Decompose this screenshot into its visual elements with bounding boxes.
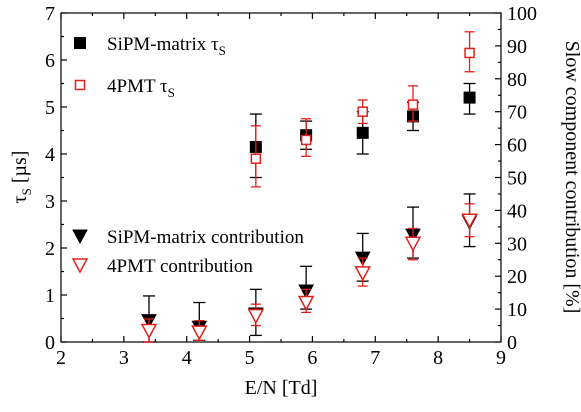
y-right-axis-title: Slow component contribution [%]: [561, 41, 581, 314]
data-point: [356, 126, 369, 139]
y-right-tick-label: 70: [507, 102, 527, 124]
y-left-tick-label: 4: [45, 144, 55, 166]
y-right-tick-label: 80: [507, 69, 527, 91]
legend-marker: [74, 37, 86, 49]
y-left-tick-label: 0: [45, 332, 55, 354]
y-right-tick-label: 90: [507, 36, 527, 58]
y-left-tick-label: 6: [45, 50, 55, 72]
y-left-axis-title: τS [µs]: [9, 151, 34, 204]
x-tick-label: 6: [307, 347, 317, 369]
data-point: [404, 236, 422, 252]
legend-label: 4PMT τS: [107, 76, 175, 100]
y-right-tick-label: 20: [507, 266, 527, 288]
y-right-tick-label: 100: [507, 3, 537, 25]
y-right-tick-label: 10: [507, 299, 527, 321]
data-point: [140, 323, 158, 340]
series-1: [250, 31, 475, 188]
y-right-tick-label: 50: [507, 168, 527, 190]
legend-item: 4PMT contribution: [71, 256, 253, 277]
x-tick-label: 2: [56, 347, 66, 369]
x-axis-title: E/N [Td]: [245, 377, 318, 399]
legend: SiPM-matrix τS 4PMT τS SiPM-matrix contrib…: [71, 34, 304, 277]
data-point: [461, 213, 478, 229]
data-point: [250, 153, 262, 164]
data-point: [300, 134, 312, 146]
legend-label: SiPM-matrix contribution: [107, 227, 304, 248]
y-left-axis-title-unit: [µs]: [9, 151, 31, 189]
x-tick-label: 8: [433, 347, 443, 369]
legend-marker: [71, 258, 89, 274]
x-tick-label: 3: [119, 347, 129, 369]
series-0: [249, 82, 476, 179]
data-marks: [140, 31, 478, 343]
y-right-tick-label: 0: [507, 332, 517, 354]
x-tick-label: 4: [182, 347, 192, 369]
legend-marker: [72, 229, 88, 245]
legend-label: 4PMT contribution: [107, 256, 253, 277]
y-left-tick-label: 2: [45, 238, 55, 260]
legend-item: SiPM-matrix τS: [74, 34, 226, 58]
data-point: [464, 47, 475, 59]
legend-label: SiPM-matrix τS: [107, 34, 226, 58]
data-point: [357, 106, 368, 117]
data-point: [297, 295, 315, 312]
y-left-axis-title-main: τ: [9, 195, 31, 203]
legend-item: 4PMT τS: [74, 76, 175, 100]
legend-item: SiPM-matrix contribution: [72, 227, 304, 248]
y-left-tick-label: 1: [45, 285, 55, 307]
y-right-tick-label: 40: [507, 200, 527, 222]
x-tick-label: 5: [245, 347, 255, 369]
x-tick-label: 9: [496, 347, 506, 369]
data-point: [354, 266, 371, 282]
y-left-axis-title-sub: S: [19, 188, 34, 195]
series-3: [140, 203, 478, 343]
y-right-tick-label: 60: [507, 135, 527, 157]
data-point: [407, 99, 419, 110]
data-point: [247, 308, 265, 325]
data-point: [191, 325, 208, 341]
plot-frame: [60, 12, 502, 343]
x-tick-label: 7: [370, 347, 380, 369]
y-left-tick-label: 3: [45, 191, 55, 213]
y-left-tick-label: 5: [45, 97, 55, 119]
y-left-tick-label: 7: [45, 3, 55, 25]
y-right-tick-label: 30: [507, 233, 527, 255]
legend-marker: [74, 79, 86, 91]
data-point: [463, 91, 476, 104]
